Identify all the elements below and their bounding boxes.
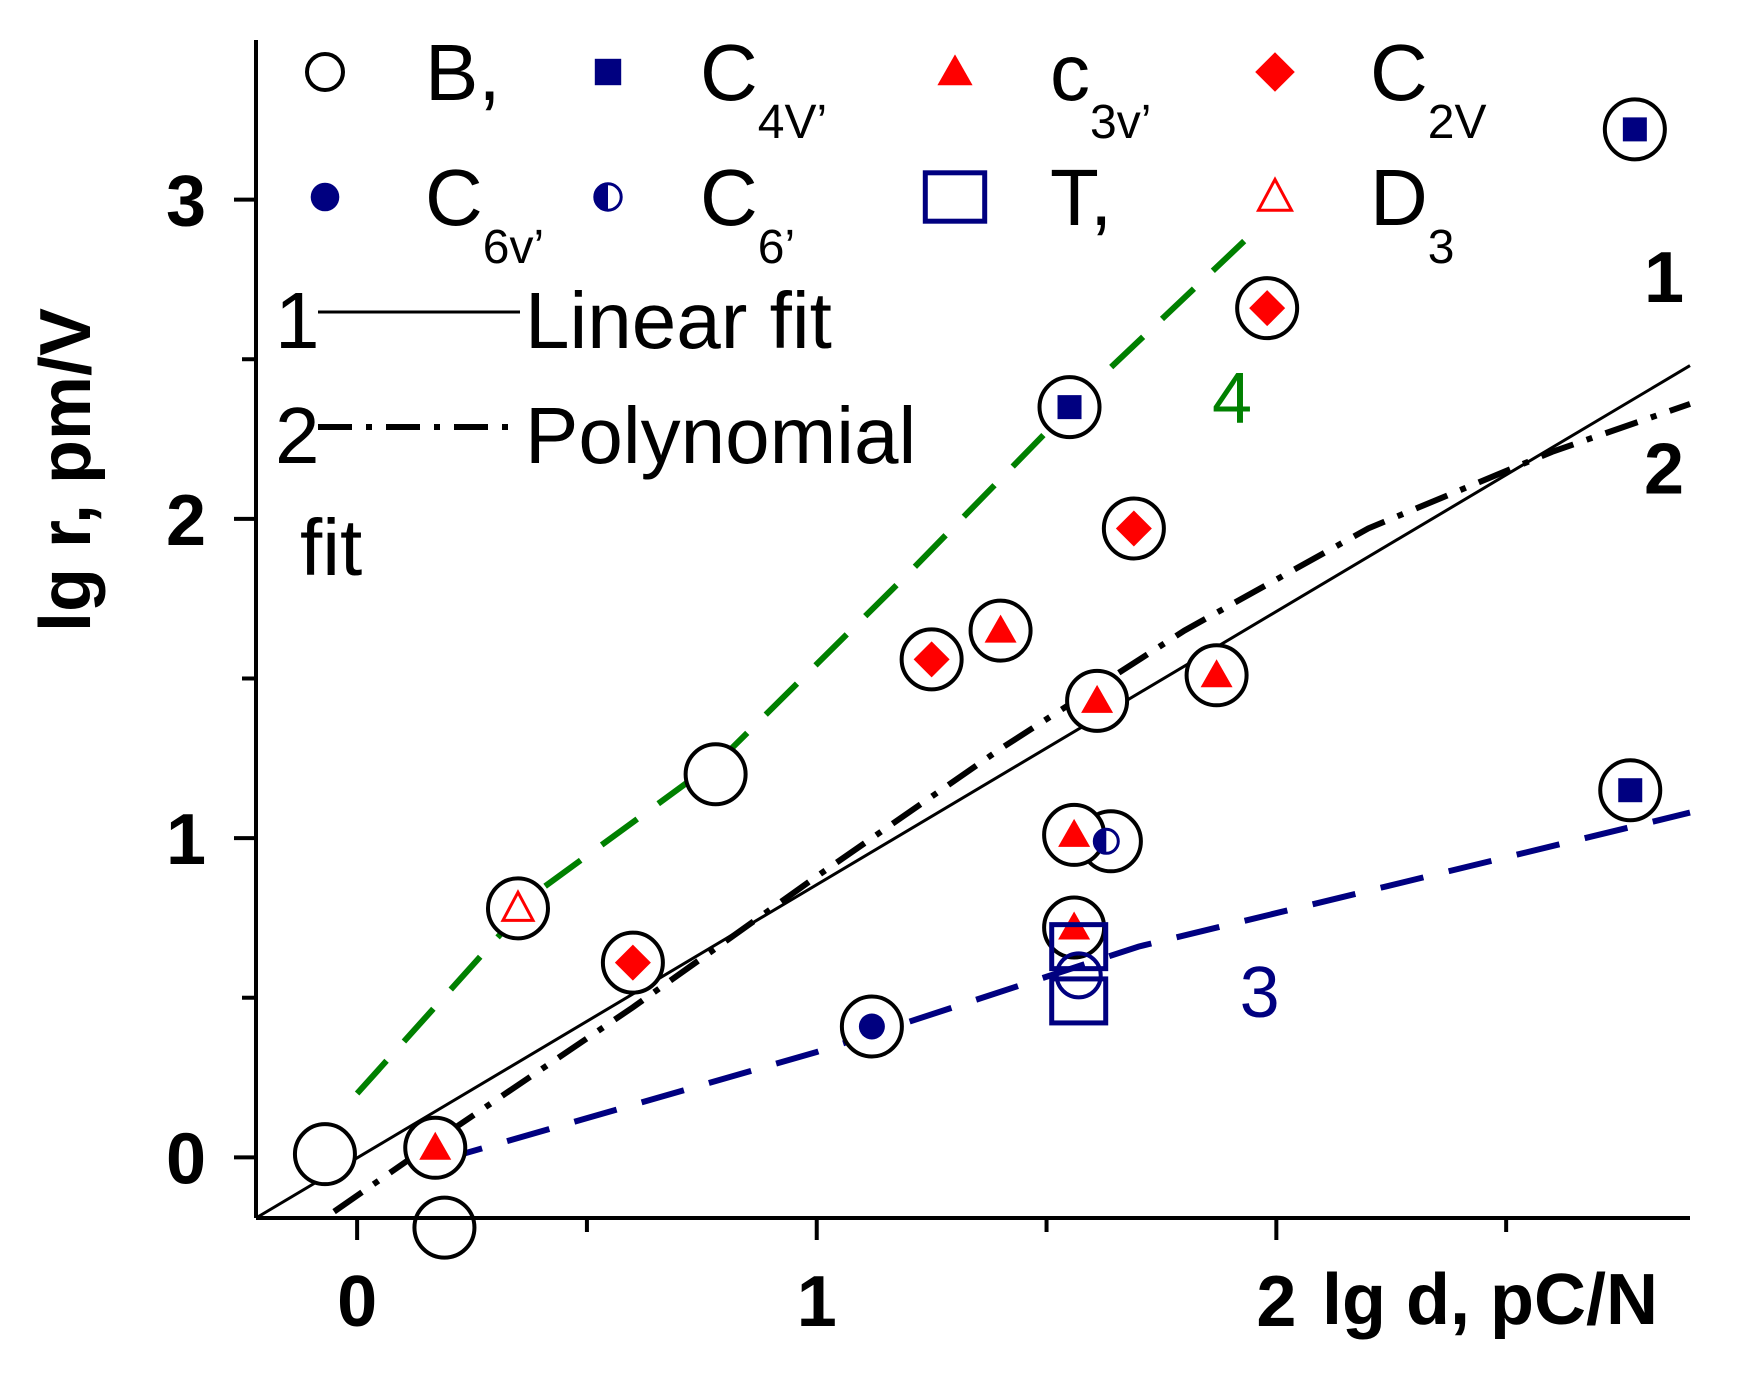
marker-diamond-filled: [1255, 52, 1295, 92]
marker-square-filled: [1057, 395, 1082, 420]
marker-triangle-filled: [1058, 818, 1091, 847]
data-point: [1054, 951, 1103, 1000]
data-point: [1101, 496, 1166, 561]
data-point: [899, 627, 964, 692]
fit-line-2: [332, 401, 1691, 1215]
data-point: [292, 1122, 357, 1187]
marker-triangle-filled: [1081, 684, 1114, 713]
marker-diamond-filled: [913, 641, 950, 678]
legend-subscript: 3: [1428, 221, 1455, 274]
legend-fit-item: 2 Polynomial: [275, 391, 916, 480]
data-point: [1598, 758, 1663, 823]
data-point: [839, 994, 904, 1059]
fit-lines: 1 2 3 4: [255, 238, 1691, 1220]
marker-circle-half: [1092, 827, 1120, 855]
marker-square-filled: [1618, 778, 1643, 803]
legend-label: T,: [1050, 153, 1112, 242]
axes: [254, 40, 1690, 1220]
data-point: [683, 742, 748, 807]
fit-line-1: [255, 364, 1691, 1220]
legend-fit-label: Polynomial: [525, 391, 916, 480]
data-point: [1092, 827, 1120, 855]
legend-fit-item: 1 Linear fit: [275, 276, 832, 365]
data-point: [1042, 802, 1107, 867]
curve-label-1: 1: [1644, 238, 1684, 318]
marker-square-open: [1049, 976, 1109, 1026]
marker-triangle-open: [1255, 176, 1295, 212]
x-axis-title: lg d, pC/N: [1322, 1260, 1658, 1340]
marker-circle-filled: [858, 1013, 885, 1040]
legend-fit-suffix: fit: [300, 503, 362, 592]
legend-subscript: 4V’: [758, 96, 827, 149]
data-point: [485, 876, 550, 941]
legend-subscript: 6v’: [483, 221, 544, 274]
data-point: [1602, 97, 1667, 162]
data-point: [600, 930, 665, 995]
y-tick-label: 3: [166, 162, 206, 242]
y-axis-title: lg r, pm/V: [26, 308, 106, 632]
legend-fit-number: 2: [275, 391, 320, 480]
curve-label-3: 3: [1240, 953, 1280, 1033]
y-tick-label: 1: [166, 800, 206, 880]
legend-item: B,: [305, 28, 501, 117]
legend-fit-number: 1: [275, 276, 320, 365]
marker-square-open: [922, 170, 988, 224]
marker-circle-open: [1054, 951, 1103, 1000]
marker-diamond-filled: [1115, 510, 1152, 547]
marker-diamond-filled: [614, 944, 651, 981]
marker-circle-filled: [310, 182, 340, 212]
legend-fit-label: Linear fit: [525, 276, 832, 365]
legend-subscript: 3v’: [1090, 96, 1151, 149]
data-point: [968, 598, 1033, 663]
legend-item: T,: [922, 153, 1112, 242]
data-point: [1037, 375, 1102, 440]
data-point: [403, 1115, 468, 1180]
marker-triangle-filled: [419, 1131, 452, 1160]
data-points: [292, 97, 1667, 1260]
marker-triangle-filled: [937, 54, 973, 86]
marker-square-open: [1049, 922, 1109, 972]
legend-label: B,: [425, 28, 501, 117]
marker-circle-half: [593, 182, 623, 212]
marker-triangle-open: [500, 889, 536, 922]
data-point: [1235, 276, 1300, 341]
x-tick-label: 0: [337, 1262, 377, 1342]
marker-triangle-filled: [984, 614, 1017, 643]
legend-subscript: 2V: [1428, 96, 1487, 149]
fit-line-3: [438, 809, 1691, 1164]
ticks: 0 1 2 0 1 2 3: [166, 162, 1509, 1342]
legend-marker: [305, 52, 345, 92]
x-tick-label: 2: [1256, 1262, 1296, 1342]
data-point: [1184, 643, 1249, 708]
data-point: [1049, 922, 1109, 972]
y-tick-label: 2: [166, 481, 206, 561]
marker-square-filled: [1622, 117, 1647, 142]
y-tick-label: 0: [166, 1119, 206, 1199]
data-point: [412, 1195, 477, 1260]
data-point: [1049, 976, 1109, 1026]
curve-label-2: 2: [1644, 429, 1684, 509]
legend-subscript: 6’: [758, 221, 795, 274]
marker-ring: [683, 742, 748, 807]
marker-diamond-filled: [1249, 290, 1286, 327]
marker-triangle-filled: [1200, 659, 1233, 688]
marker-ring: [292, 1122, 357, 1187]
curve-label-4: 4: [1212, 359, 1252, 439]
x-tick-label: 1: [797, 1262, 837, 1342]
marker-ring: [412, 1195, 477, 1260]
marker-square-filled: [594, 58, 622, 86]
data-point: [1065, 668, 1130, 733]
